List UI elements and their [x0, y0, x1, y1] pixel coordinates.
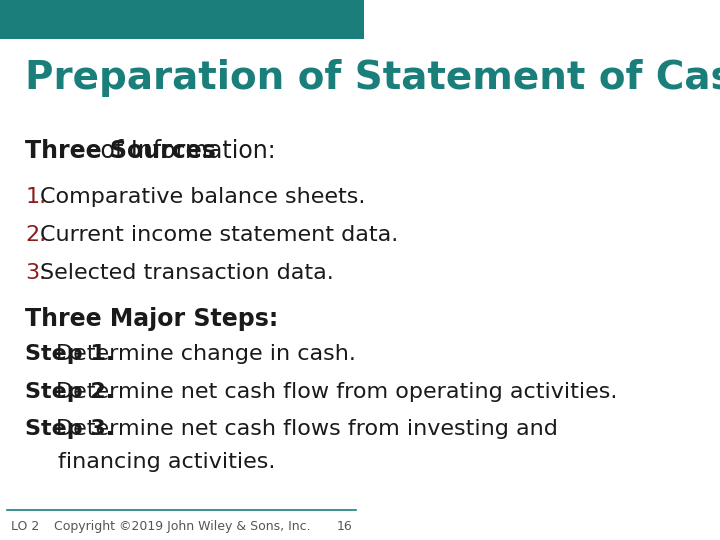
- Text: Copyright ©2019 John Wiley & Sons, Inc.: Copyright ©2019 John Wiley & Sons, Inc.: [53, 520, 310, 533]
- Text: Current income statement data.: Current income statement data.: [40, 225, 398, 245]
- Text: Determine change in cash.: Determine change in cash.: [56, 343, 356, 364]
- Text: Step 2.: Step 2.: [25, 381, 114, 402]
- FancyBboxPatch shape: [0, 0, 364, 39]
- Text: 16: 16: [337, 520, 353, 533]
- Text: Step 1.: Step 1.: [25, 343, 114, 364]
- Text: LO 2: LO 2: [11, 520, 39, 533]
- Text: Preparation of Statement of Cash Flows: Preparation of Statement of Cash Flows: [25, 59, 720, 97]
- Text: financing activities.: financing activities.: [58, 451, 276, 472]
- Text: Determine net cash flows from investing and: Determine net cash flows from investing …: [56, 419, 558, 440]
- Text: Selected transaction data.: Selected transaction data.: [40, 262, 334, 283]
- Text: 2.: 2.: [25, 225, 47, 245]
- Text: 1.: 1.: [25, 187, 47, 207]
- Text: of Information:: of Information:: [93, 139, 275, 163]
- Text: Comparative balance sheets.: Comparative balance sheets.: [40, 187, 365, 207]
- Text: Three Major Steps:: Three Major Steps:: [25, 307, 279, 330]
- Text: Three Sources: Three Sources: [25, 139, 216, 163]
- Text: Determine net cash flow from operating activities.: Determine net cash flow from operating a…: [56, 381, 618, 402]
- Text: Step 3.: Step 3.: [25, 419, 114, 440]
- Text: 3.: 3.: [25, 262, 47, 283]
